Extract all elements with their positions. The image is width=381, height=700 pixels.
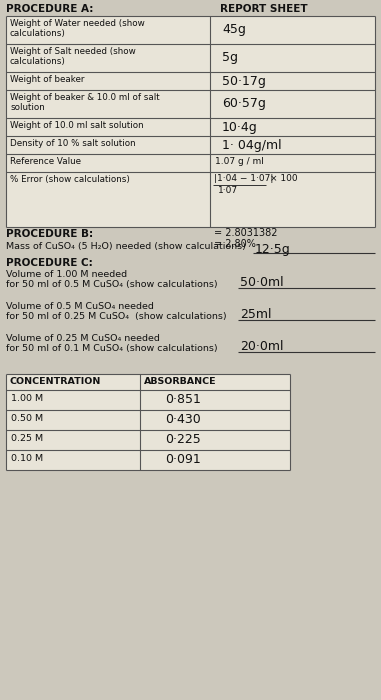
Text: 0·091: 0·091 [165,453,201,466]
Text: 20·0ml: 20·0ml [240,340,283,353]
Text: 1.07 g / ml: 1.07 g / ml [215,157,264,166]
Text: Weight of 10.0 ml salt solution: Weight of 10.0 ml salt solution [10,121,144,130]
Text: 12·5g: 12·5g [255,243,291,256]
Text: Weight of Water needed (show
calculations): Weight of Water needed (show calculation… [10,19,145,38]
Text: = 2.80%: = 2.80% [214,239,256,249]
Text: Volume of 1.00 M needed
for 50 ml of 0.5 M CuSO₄ (show calculations): Volume of 1.00 M needed for 50 ml of 0.5… [6,270,218,289]
Text: Weight of beaker: Weight of beaker [10,75,85,84]
Text: Density of 10 % salt solution: Density of 10 % salt solution [10,139,136,148]
Text: ABSORBANCE: ABSORBANCE [144,377,217,386]
Text: Volume of 0.25 M CuSO₄ needed
for 50 ml of 0.1 M CuSO₄ (show calculations): Volume of 0.25 M CuSO₄ needed for 50 ml … [6,334,218,354]
Text: 5g: 5g [222,52,238,64]
Text: 1· 04g/ml: 1· 04g/ml [222,139,282,151]
Text: 45g: 45g [222,24,246,36]
Text: Weight of beaker & 10.0 ml of salt
solution: Weight of beaker & 10.0 ml of salt solut… [10,93,160,113]
Bar [6,374,290,470]
Text: |1·04 − 1·07|: |1·04 − 1·07| [214,174,274,183]
Text: 0.10 M: 0.10 M [11,454,43,463]
Text: 1.00 M: 1.00 M [11,394,43,403]
Bar [6,16,375,227]
Text: 0·225: 0·225 [165,433,201,446]
Text: = 2.8031382: = 2.8031382 [214,228,277,238]
Text: Weight of Salt needed (show
calculations): Weight of Salt needed (show calculations… [10,47,136,66]
Text: REPORT SHEET: REPORT SHEET [220,4,307,14]
Text: 10·4g: 10·4g [222,120,258,134]
Text: 1·07: 1·07 [218,186,238,195]
Text: % Error (show calculations): % Error (show calculations) [10,175,130,184]
Text: 60·57g: 60·57g [222,97,266,111]
Text: PROCEDURE B:: PROCEDURE B: [6,229,93,239]
Text: 50·17g: 50·17g [222,74,266,88]
Text: Volume of 0.5 M CuSO₄ needed
for 50 ml of 0.25 M CuSO₄  (show calculations): Volume of 0.5 M CuSO₄ needed for 50 ml o… [6,302,227,321]
Text: 0·851: 0·851 [165,393,201,406]
Text: CONCENTRATION: CONCENTRATION [10,377,101,386]
Text: 0.25 M: 0.25 M [11,434,43,443]
Text: PROCEDURE C:: PROCEDURE C: [6,258,93,268]
Text: 25ml: 25ml [240,308,272,321]
Text: PROCEDURE A:: PROCEDURE A: [6,4,93,14]
Text: × 100: × 100 [270,174,298,183]
Text: Reference Value: Reference Value [10,157,81,166]
Text: 0·430: 0·430 [165,413,201,426]
Text: 0.50 M: 0.50 M [11,414,43,423]
Text: 50·0ml: 50·0ml [240,276,283,289]
Text: Mass of CuSO₄ (5 H₂O) needed (show calculations): Mass of CuSO₄ (5 H₂O) needed (show calcu… [6,242,246,251]
